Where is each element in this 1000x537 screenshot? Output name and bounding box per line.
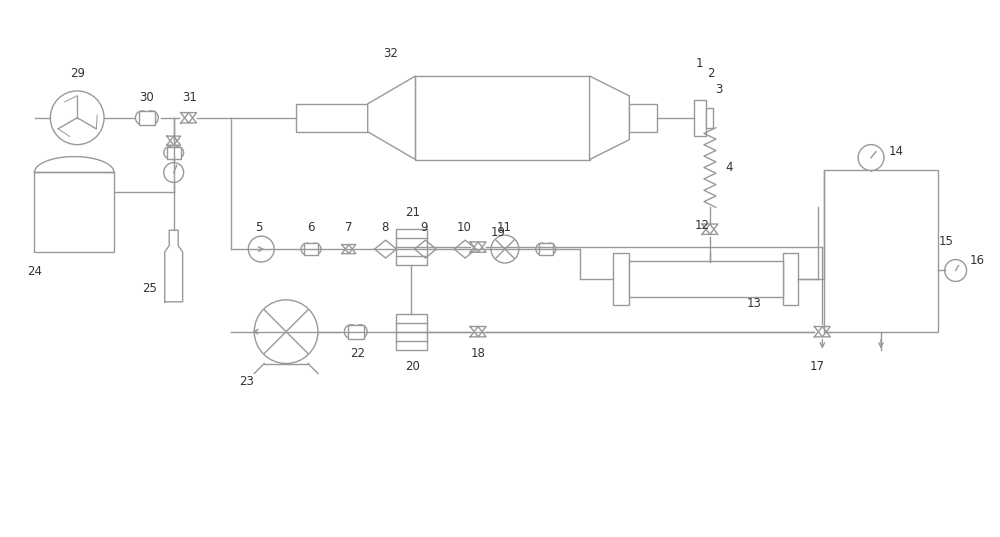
Text: 9: 9 — [421, 221, 428, 234]
Circle shape — [945, 259, 967, 281]
Text: 15: 15 — [938, 235, 953, 248]
Text: 17: 17 — [810, 360, 825, 373]
Text: 30: 30 — [139, 91, 154, 104]
Circle shape — [353, 325, 367, 339]
Circle shape — [172, 147, 184, 158]
Text: 5: 5 — [256, 221, 263, 234]
Circle shape — [144, 111, 158, 125]
Circle shape — [164, 147, 176, 158]
Text: 31: 31 — [182, 91, 197, 104]
Bar — [415, 76, 590, 159]
Bar — [613, 253, 629, 305]
Circle shape — [344, 325, 358, 339]
Bar — [539, 243, 553, 255]
Text: 2: 2 — [707, 67, 715, 79]
Circle shape — [536, 243, 548, 255]
Text: 8: 8 — [381, 221, 388, 234]
Text: 23: 23 — [239, 375, 254, 388]
Bar — [783, 253, 798, 305]
Text: 21: 21 — [405, 206, 420, 219]
Text: 18: 18 — [471, 347, 486, 360]
Text: 10: 10 — [457, 221, 472, 234]
Text: 20: 20 — [405, 360, 420, 373]
Bar — [694, 100, 706, 136]
Text: 13: 13 — [746, 297, 761, 310]
Bar — [139, 111, 155, 125]
Text: 19: 19 — [491, 226, 506, 238]
Circle shape — [164, 163, 184, 183]
Text: 16: 16 — [970, 254, 985, 267]
Bar — [629, 261, 783, 297]
Bar — [348, 325, 364, 339]
Circle shape — [491, 235, 519, 263]
Text: 22: 22 — [350, 347, 365, 360]
Bar — [824, 170, 938, 332]
Bar — [706, 108, 713, 128]
Bar — [296, 104, 368, 132]
Polygon shape — [368, 76, 415, 159]
Text: 6: 6 — [307, 221, 315, 234]
Text: 4: 4 — [725, 161, 733, 174]
Text: 12: 12 — [694, 219, 709, 232]
Text: 11: 11 — [496, 221, 511, 234]
Circle shape — [50, 91, 104, 144]
Bar — [34, 172, 114, 252]
Bar — [304, 243, 318, 255]
Text: 3: 3 — [715, 83, 723, 97]
Text: 32: 32 — [383, 47, 398, 60]
Text: 1: 1 — [695, 56, 703, 70]
Circle shape — [254, 300, 318, 364]
Bar — [396, 314, 427, 350]
Polygon shape — [590, 76, 629, 159]
Text: 25: 25 — [142, 282, 157, 295]
Circle shape — [309, 243, 321, 255]
Circle shape — [544, 243, 556, 255]
Circle shape — [858, 144, 884, 171]
Text: 14: 14 — [888, 145, 903, 158]
Circle shape — [248, 236, 274, 262]
Text: 7: 7 — [345, 221, 353, 234]
Bar — [167, 147, 181, 158]
Bar — [629, 104, 657, 132]
Circle shape — [135, 111, 149, 125]
Circle shape — [301, 243, 313, 255]
Bar — [396, 229, 427, 265]
Text: 29: 29 — [70, 67, 85, 79]
Text: 24: 24 — [27, 265, 42, 279]
